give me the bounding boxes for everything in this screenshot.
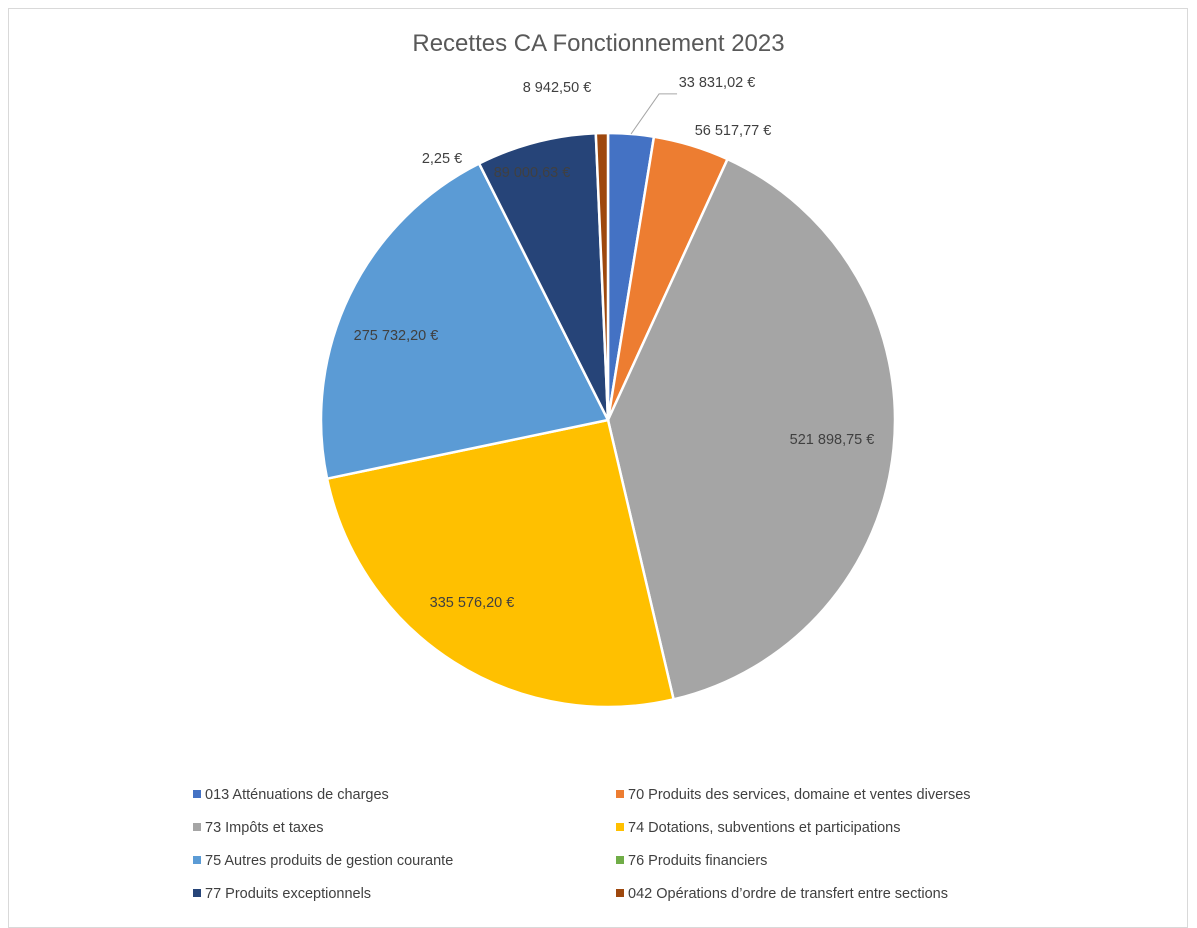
data-label: 335 576,20 € bbox=[430, 595, 515, 611]
pie-slice bbox=[477, 131, 610, 421]
leader-line bbox=[630, 93, 678, 135]
data-label: 275 732,20 € bbox=[354, 328, 439, 344]
data-label: 8 942,50 € bbox=[523, 80, 592, 96]
data-label: 89 000,63 € bbox=[494, 165, 571, 181]
pie-slice bbox=[319, 161, 610, 481]
pie-slice bbox=[594, 131, 610, 421]
chart-title: Recettes CA Fonctionnement 2023 bbox=[412, 30, 785, 57]
data-label: 56 517,77 € bbox=[695, 123, 772, 139]
pie-slice bbox=[606, 157, 897, 701]
pie-slice bbox=[325, 418, 676, 709]
data-label: 521 898,75 € bbox=[790, 432, 875, 448]
data-label: 2,25 € bbox=[422, 151, 462, 167]
data-label: 33 831,02 € bbox=[679, 75, 756, 91]
